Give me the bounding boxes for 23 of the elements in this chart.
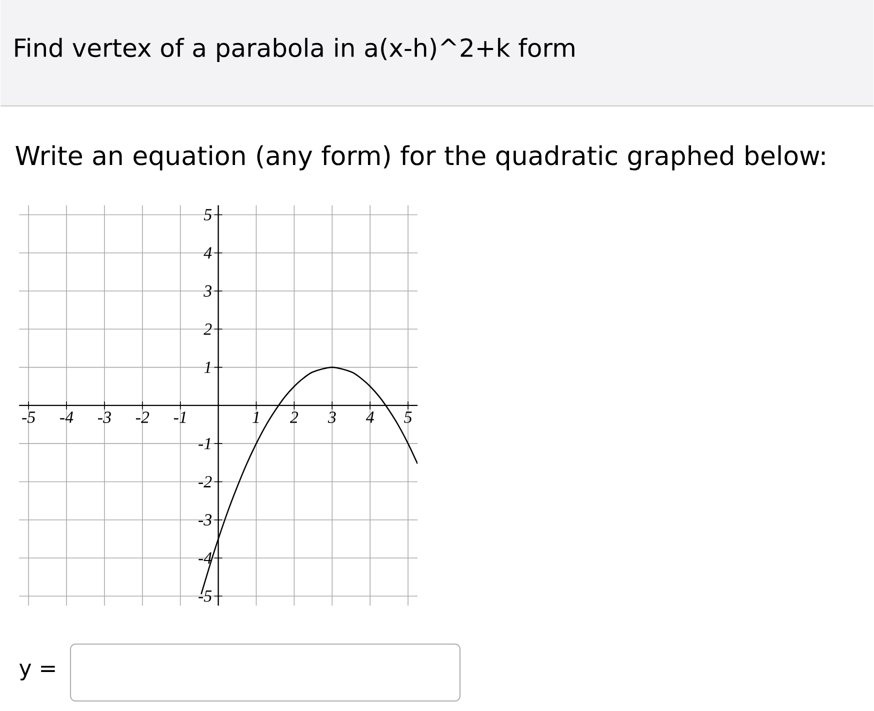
x-tick-label: 3 [328, 412, 336, 424]
x-tick-label: 2 [290, 412, 298, 423]
y-tick-label: -2 [198, 476, 212, 488]
y-tick-label: -4 [198, 552, 212, 564]
x-tick-label: -1 [174, 412, 186, 423]
y-tick-label: 1 [204, 362, 210, 373]
x-tick-label: -5 [22, 412, 36, 423]
y-tick-label: -3 [198, 514, 212, 526]
x-tick-label: 1 [252, 412, 259, 423]
x-tick-label: -4 [60, 412, 74, 423]
y-tick-label: 5 [204, 209, 212, 220]
y-tick-label: 3 [204, 285, 212, 297]
x-tick-label: -2 [136, 412, 150, 423]
y-tick-label: 2 [204, 324, 212, 335]
y-tick-label: -5 [198, 590, 212, 602]
x-tick-label: 4 [366, 412, 374, 423]
chart-title: Find vertex of a parabola in a(x-h)^2+k form [15, 38, 574, 62]
y-tick-label: 4 [204, 247, 212, 258]
chart-subtitle: Write an equation (any form) for the quadratic graphed below: [16, 145, 825, 170]
x-tick-label: -3 [98, 412, 111, 424]
y-tick-label: -1 [198, 438, 210, 450]
text: y = [19, 664, 55, 680]
x-tick-label: 5 [404, 412, 412, 423]
